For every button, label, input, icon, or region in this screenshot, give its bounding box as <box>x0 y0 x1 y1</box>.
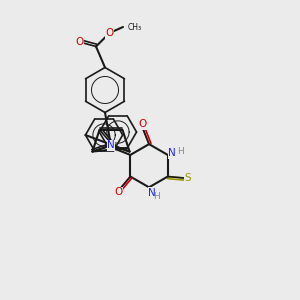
Text: O: O <box>138 119 147 129</box>
Text: H: H <box>177 147 184 156</box>
Text: N: N <box>148 188 156 198</box>
Text: O: O <box>105 28 114 38</box>
Text: CH₃: CH₃ <box>128 22 142 32</box>
Text: N: N <box>168 148 176 158</box>
Text: O: O <box>75 37 84 47</box>
Text: O: O <box>114 187 122 197</box>
Text: S: S <box>184 173 191 183</box>
Text: N: N <box>107 140 115 151</box>
Text: H: H <box>153 192 160 201</box>
